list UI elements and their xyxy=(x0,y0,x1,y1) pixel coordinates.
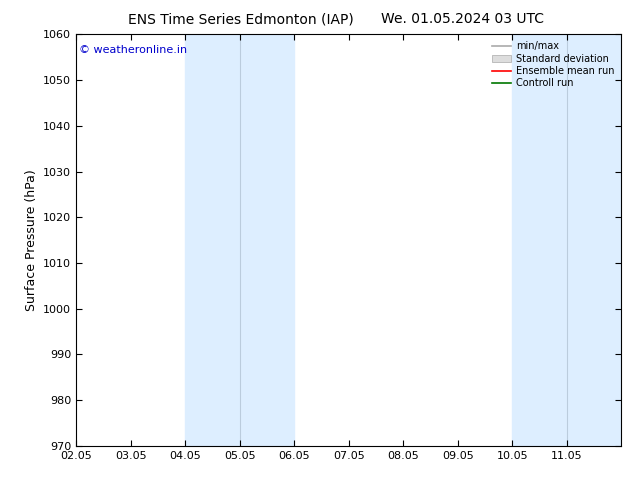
Legend: min/max, Standard deviation, Ensemble mean run, Controll run: min/max, Standard deviation, Ensemble me… xyxy=(489,39,616,90)
Text: © weatheronline.in: © weatheronline.in xyxy=(79,45,187,54)
Text: ENS Time Series Edmonton (IAP): ENS Time Series Edmonton (IAP) xyxy=(128,12,354,26)
Bar xyxy=(512,34,634,446)
Bar xyxy=(185,34,294,446)
Text: We. 01.05.2024 03 UTC: We. 01.05.2024 03 UTC xyxy=(381,12,545,26)
Y-axis label: Surface Pressure (hPa): Surface Pressure (hPa) xyxy=(25,169,37,311)
